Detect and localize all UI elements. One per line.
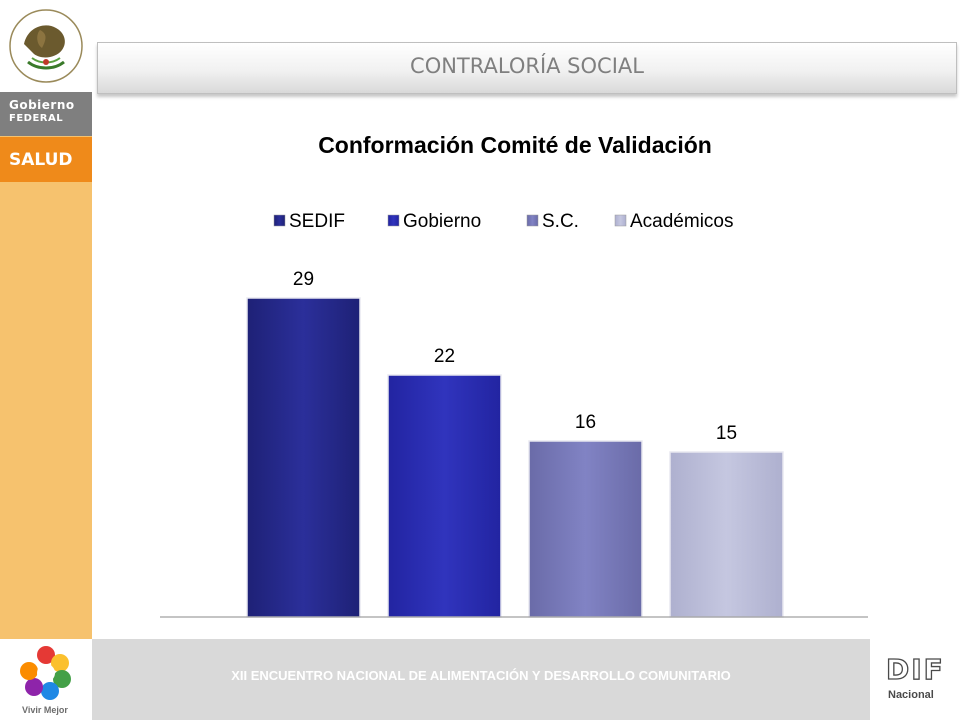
- legend-swatch: [273, 214, 286, 227]
- eagle-seal-icon: [9, 9, 83, 83]
- gobierno-label: Gobierno: [9, 98, 75, 112]
- bar-s-c-: [528, 440, 643, 618]
- bar-acad-micos: [669, 451, 784, 618]
- sidebar: Gobierno FEDERAL SALUD: [0, 0, 92, 720]
- salud-label: SALUD: [9, 150, 73, 170]
- dif-logo: DIF Nacional: [870, 639, 960, 720]
- legend-label: SEDIF: [289, 211, 345, 232]
- footer-bar: XII ENCUENTRO NACIONAL DE ALIMENTACIÓN Y…: [92, 639, 870, 720]
- bars-group: 29 22 16 15: [246, 269, 784, 618]
- flower-logo-icon: [20, 646, 71, 700]
- data-label: 22: [434, 346, 455, 367]
- title-ribbon: CONTRALORÍA SOCIAL: [97, 42, 957, 94]
- bar-sedif: [246, 297, 361, 618]
- event-title: XII ENCUENTRO NACIONAL DE ALIMENTACIÓN Y…: [231, 668, 731, 683]
- legend-swatch: [387, 214, 400, 227]
- federal-label: FEDERAL: [9, 113, 64, 124]
- dif-wordmark: DIF: [885, 652, 945, 686]
- legend-label: S.C.: [542, 211, 579, 232]
- chart-legend: SEDIF Gobierno S.C. Académicos: [273, 211, 734, 232]
- data-label: 15: [716, 423, 737, 444]
- data-label: 29: [293, 269, 314, 290]
- vivir-mejor-label: Vivir Mejor: [22, 705, 68, 715]
- mexico-seal: [0, 0, 92, 92]
- data-label: 16: [575, 412, 596, 433]
- page-title: CONTRALORÍA SOCIAL: [410, 54, 644, 78]
- legend-label: Gobierno: [403, 211, 481, 232]
- legend-label: Académicos: [630, 211, 734, 232]
- dif-nacional-label: Nacional: [888, 689, 934, 701]
- legend-swatch: [614, 214, 627, 227]
- gobierno-federal-badge: Gobierno FEDERAL: [0, 92, 92, 136]
- vivir-mejor-logo: Vivir Mejor: [0, 639, 92, 720]
- bar-gobierno: [387, 374, 502, 618]
- legend-swatch: [526, 214, 539, 227]
- salud-badge: SALUD: [0, 137, 92, 182]
- chart-title: Conformación Comité de Validación: [318, 132, 712, 158]
